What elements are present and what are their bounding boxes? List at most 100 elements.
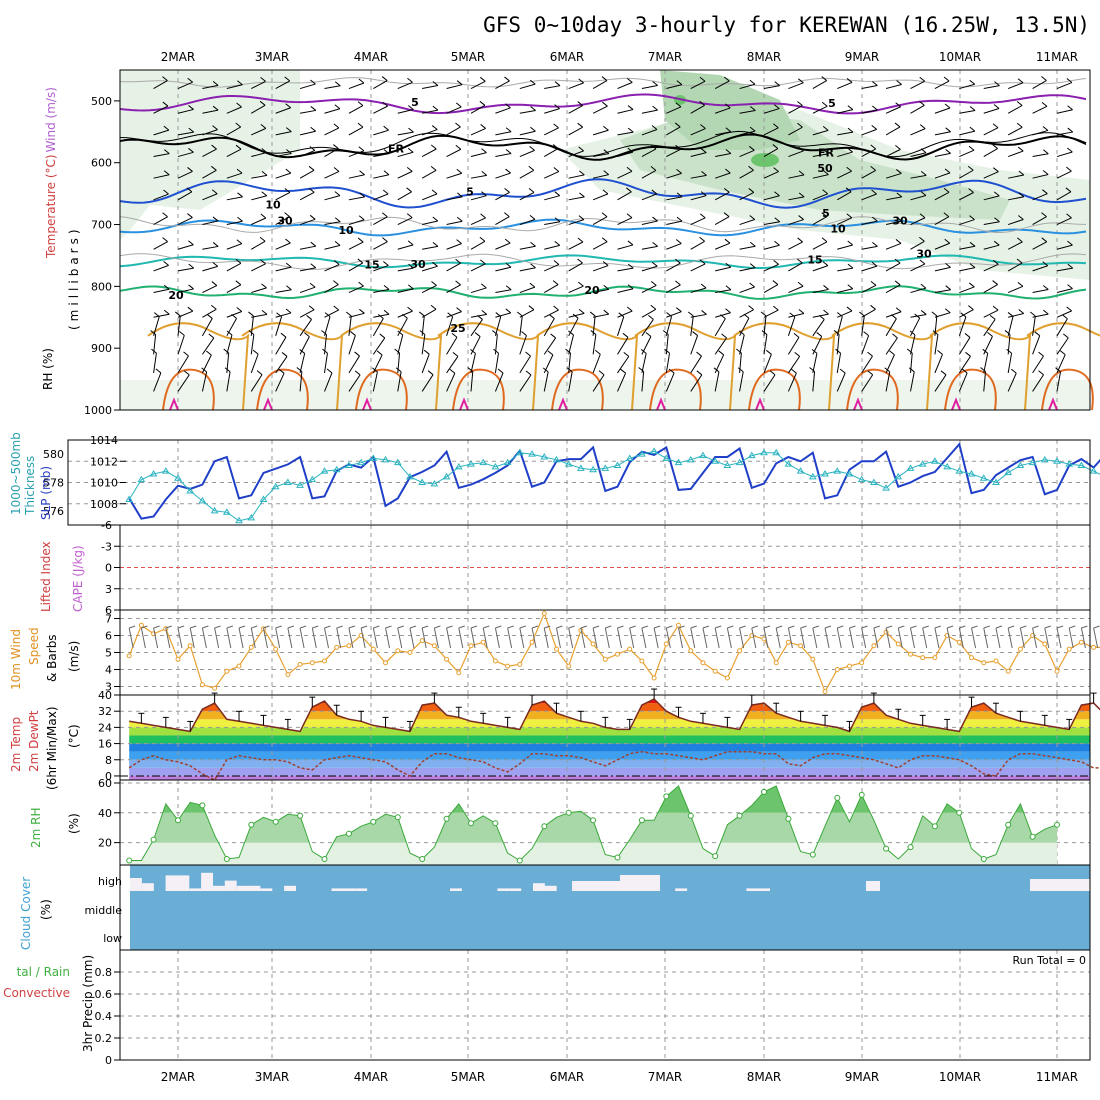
rh-contour xyxy=(119,216,1087,233)
contour-35 xyxy=(853,397,863,411)
wind-barb-feather xyxy=(1038,351,1044,357)
wind-barb-feather xyxy=(530,263,536,269)
wind-barb xyxy=(690,315,694,336)
wind-barb xyxy=(568,241,584,250)
thickness-marker xyxy=(576,464,585,471)
lifted-index-title: Lifted Index xyxy=(39,541,53,612)
wind-barb-feather xyxy=(1042,285,1049,290)
wind-barb-feather xyxy=(505,308,512,314)
wind-barb-feather xyxy=(618,312,625,318)
run-total-label: Run Total = 0 xyxy=(1013,954,1087,967)
wind-barb-10m-feather xyxy=(202,625,209,629)
thickness-marker xyxy=(1053,457,1061,464)
wind-barb-feather xyxy=(407,306,413,312)
wind-barb xyxy=(348,355,360,374)
wind-barb xyxy=(787,316,796,336)
wind-barb xyxy=(690,263,706,272)
wind-barb-feather xyxy=(210,304,217,310)
wind-barb-feather xyxy=(1065,187,1072,193)
cloud-gap-bar xyxy=(758,888,770,891)
wind-barb xyxy=(958,372,968,392)
wind-barb xyxy=(788,82,804,90)
wind-barb-feather xyxy=(261,171,268,176)
wind-barb-feather xyxy=(789,312,796,318)
wind-barb-10m xyxy=(812,627,818,649)
wind-barb-10m xyxy=(885,627,891,649)
wind-barb xyxy=(861,85,878,90)
wind-speed-point xyxy=(651,675,657,681)
wind-barb xyxy=(348,126,364,136)
wind-barb-10m xyxy=(311,627,317,649)
wind-barb xyxy=(763,221,780,226)
wind-barb-feather xyxy=(310,106,317,111)
wind-barb xyxy=(641,85,658,90)
wind-barb-feather xyxy=(481,148,487,153)
wind-barb-feather xyxy=(236,102,242,108)
wind-barb-feather xyxy=(493,348,499,354)
wind-barb-feather xyxy=(721,333,727,339)
wind-barb-feather xyxy=(528,165,535,171)
wind-barb xyxy=(983,221,1000,226)
wind-speed-point xyxy=(419,638,425,644)
temperature-band xyxy=(129,703,1090,712)
contour-35 xyxy=(1048,397,1058,411)
wind-barb-feather xyxy=(334,81,341,87)
wind-barb-feather xyxy=(357,258,364,264)
wind-barb-feather xyxy=(406,187,412,193)
wind-barb xyxy=(373,193,389,201)
wind-barb-feather xyxy=(163,170,170,176)
temperature-band xyxy=(129,699,1090,704)
wind-barb-feather xyxy=(447,312,453,318)
rh-point xyxy=(443,815,450,822)
wind-barb-feather xyxy=(432,216,439,222)
wind-barb xyxy=(788,105,803,114)
y-tick-label: 800 xyxy=(91,280,112,293)
thickness-marker xyxy=(735,458,744,466)
wind-barb-feather xyxy=(945,262,951,268)
wind-barb-feather xyxy=(676,307,682,313)
rh-point xyxy=(883,845,890,852)
y-tick-label: 0 xyxy=(105,1054,112,1067)
wind-barb-10m-feather xyxy=(348,625,356,629)
wind-barb xyxy=(251,263,266,272)
wind-barb-10m-feather xyxy=(727,625,734,629)
wind-barb-10m xyxy=(665,627,671,649)
wind-barb xyxy=(1032,193,1048,201)
wind-barb-feather xyxy=(943,212,950,218)
wind-barb xyxy=(226,243,243,250)
wind-barb xyxy=(1032,241,1047,250)
wind-barb-10m-feather xyxy=(898,625,905,629)
wind-barb-feather xyxy=(452,352,459,357)
wind-barb-feather xyxy=(696,351,702,357)
wind-barb-feather xyxy=(872,105,878,111)
wind-barb-feather xyxy=(394,348,400,354)
wind-barb xyxy=(885,84,902,90)
wind-barb xyxy=(275,356,288,374)
wind-barb xyxy=(422,109,438,114)
wind-barb-feather xyxy=(969,79,976,85)
wind-barb xyxy=(153,313,170,318)
wind-barb-feather xyxy=(626,187,632,193)
wind-barb-feather xyxy=(566,367,573,373)
contour-35 xyxy=(755,397,765,411)
wind-barb xyxy=(714,191,730,201)
wind-barb-10m-feather xyxy=(873,625,881,629)
wind-barb xyxy=(299,130,316,136)
wind-barb-10m xyxy=(507,627,513,649)
wind-barb xyxy=(177,217,193,225)
wind-barb xyxy=(299,353,306,374)
wind-barb xyxy=(470,104,486,114)
wind-barb-feather xyxy=(1043,149,1049,155)
wind-barb-10m xyxy=(824,627,830,649)
wind-barb-10m xyxy=(348,627,354,649)
thickness-marker xyxy=(369,454,378,461)
wind-barb-feather xyxy=(310,263,317,269)
wind-barb-10m xyxy=(177,627,183,649)
wind-speed-point xyxy=(602,656,608,662)
wind-barb-feather xyxy=(623,351,630,357)
wind-barb-feather xyxy=(872,81,878,86)
thickness-marker xyxy=(357,458,366,466)
contour-label: 20 xyxy=(584,284,600,297)
wind-barb-feather xyxy=(821,101,828,107)
